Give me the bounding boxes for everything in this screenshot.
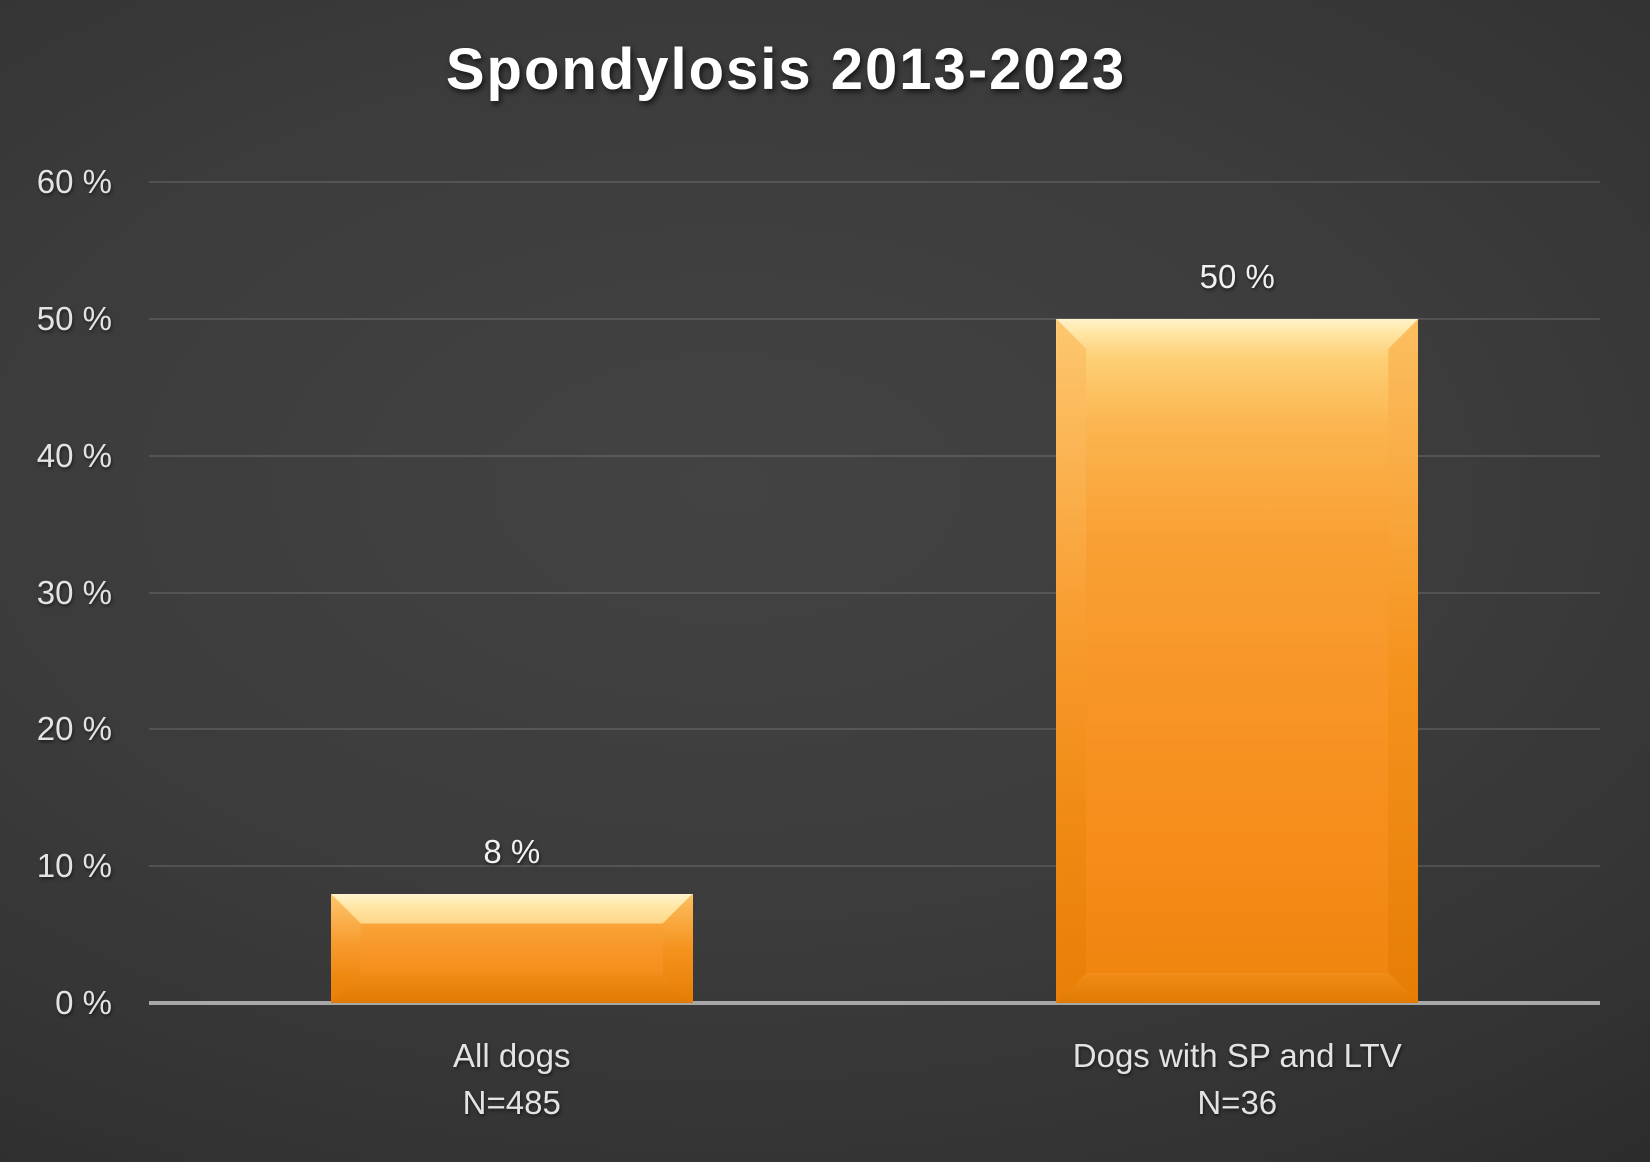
y-tick-label-20: 20 % [36,710,112,748]
gridline-40 [149,454,1600,457]
category-label-2: Dogs with SP and LTV N=36 [877,1032,1597,1126]
plot-area [149,181,1600,1005]
category-n: N=36 [1197,1084,1278,1121]
y-tick-label-30: 30 % [36,573,112,611]
bar-bevel-bottom [1056,973,1418,1003]
bar-bevel-right [1388,319,1418,1003]
data-label-1: 8 % [483,832,541,870]
bar-bevel-left [1056,319,1086,1003]
gridline-60 [149,181,1600,183]
y-tick-label-10: 10 % [36,847,112,885]
bar-bevel-top [1056,319,1418,349]
gridline-30 [149,591,1600,594]
y-tick-label-50: 50 % [36,299,112,337]
bar-bevel-top [331,894,693,924]
x-axis-line [149,1001,1600,1005]
y-tick-label-40: 40 % [36,436,112,474]
data-label-2: 50 % [1199,257,1275,295]
gridline-10 [149,865,1600,868]
chart-title: Spondylosis 2013-2023 [445,37,1127,102]
bar-2 [1056,318,1419,1003]
category-name: Dogs with SP and LTV [1072,1037,1402,1074]
gridline-20 [149,728,1600,731]
y-tick-label-60: 60 % [36,163,112,200]
category-n: N=485 [462,1084,561,1121]
category-label-1: All dogs N=485 [152,1032,872,1126]
bar-1 [330,893,693,1003]
category-name: All dogs [453,1037,571,1074]
gridline-50 [149,317,1600,320]
bar-bevel-bottom [331,973,693,1003]
y-tick-label-0: 0 % [55,984,112,1021]
